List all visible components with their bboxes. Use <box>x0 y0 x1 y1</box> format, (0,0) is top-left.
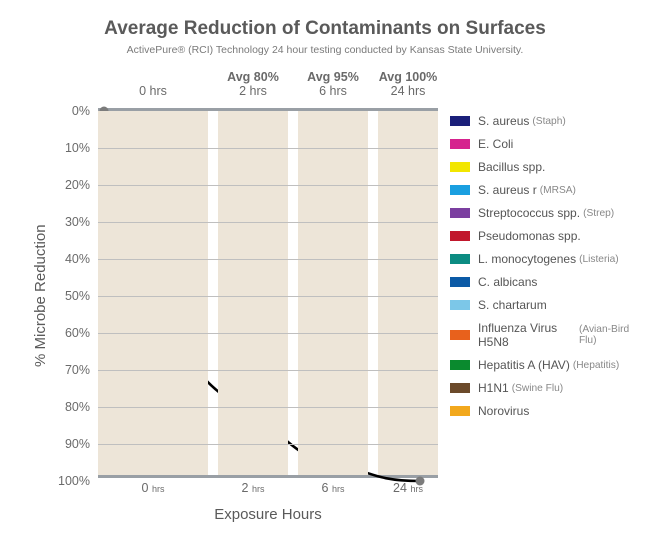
y-tick-label: 40% <box>65 252 90 266</box>
legend-label: Norovirus <box>478 404 529 418</box>
legend-item: L. monocytogenes(Listeria) <box>450 252 640 266</box>
top-summary-label: Avg 100%24 hrs <box>363 70 453 98</box>
chart-container: Average Reduction of Contaminants on Sur… <box>0 0 650 544</box>
legend-label: Hepatitis A (HAV) <box>478 358 570 372</box>
legend-swatch <box>450 254 470 264</box>
y-tick-label: 90% <box>65 437 90 451</box>
y-tick-label: 20% <box>65 178 90 192</box>
legend-swatch <box>450 406 470 416</box>
legend-item: Influenza Virus H5N8(Avian-Bird Flu) <box>450 321 640 349</box>
gridline <box>98 407 438 408</box>
legend-item: Pseudomonas spp. <box>450 229 640 243</box>
y-tick-label: 10% <box>65 141 90 155</box>
legend-swatch <box>450 277 470 287</box>
legend-label: Pseudomonas spp. <box>478 229 581 243</box>
x-axis-label: Exposure Hours <box>98 506 438 523</box>
chart-title: Average Reduction of Contaminants on Sur… <box>10 18 640 40</box>
legend-label: L. monocytogenes <box>478 252 576 266</box>
gridline <box>98 370 438 371</box>
legend-label: S. aureus r <box>478 183 537 197</box>
plot-band <box>378 111 438 475</box>
legend-swatch <box>450 383 470 393</box>
x-tick-label: 2 hrs <box>242 481 265 495</box>
y-tick-label: 100% <box>58 474 90 488</box>
legend-paren: (Staph) <box>532 116 565 127</box>
x-tick-label: 0 hrs <box>142 481 165 495</box>
y-tick-label: 80% <box>65 400 90 414</box>
legend-swatch <box>450 231 470 241</box>
legend-item: Norovirus <box>450 404 640 418</box>
gridline <box>98 148 438 149</box>
legend-paren: (Listeria) <box>579 254 619 265</box>
legend-swatch <box>450 139 470 149</box>
y-tick-label: 0% <box>72 104 90 118</box>
legend-label: E. Coli <box>478 137 513 151</box>
plot-band <box>298 111 368 475</box>
gridline <box>98 333 438 334</box>
top-summary-label: Avg 80%2 hrs <box>208 70 298 98</box>
legend: S. aureus(Staph) E. Coli Bacillus spp. S. a… <box>450 114 640 427</box>
x-tick-label: 24 hrs <box>393 481 423 495</box>
legend-label: C. albicans <box>478 275 537 289</box>
y-tick-label: 60% <box>65 326 90 340</box>
gridline <box>98 222 438 223</box>
plot-region: 0%10%20%30%40%50%60%70%80%90%100%0 hrs2 … <box>98 108 438 478</box>
legend-label: Streptococcus spp. <box>478 206 580 220</box>
legend-item: C. albicans <box>450 275 640 289</box>
legend-swatch <box>450 208 470 218</box>
legend-item: Streptococcus spp.(Strep) <box>450 206 640 220</box>
legend-label: Bacillus spp. <box>478 160 545 174</box>
legend-swatch <box>450 330 470 340</box>
legend-label: H1N1 <box>478 381 509 395</box>
gridline <box>98 259 438 260</box>
legend-swatch <box>450 162 470 172</box>
plot-band <box>98 111 208 475</box>
legend-item: H1N1(Swine Flu) <box>450 381 640 395</box>
top-labels: 0 hrsAvg 80%2 hrsAvg 95%6 hrsAvg 100%24 … <box>98 70 438 106</box>
gridline <box>98 185 438 186</box>
legend-item: Bacillus spp. <box>450 160 640 174</box>
legend-item: E. Coli <box>450 137 640 151</box>
gridline <box>98 444 438 445</box>
legend-paren: (Strep) <box>583 208 614 219</box>
gridline <box>98 296 438 297</box>
y-tick-label: 50% <box>65 289 90 303</box>
legend-swatch <box>450 185 470 195</box>
legend-label: S. aureus <box>478 114 529 128</box>
top-summary-label: 0 hrs <box>108 70 198 98</box>
chart-subtitle: ActivePure® (RCI) Technology 24 hour tes… <box>10 44 640 56</box>
legend-item: S. aureus r(MRSA) <box>450 183 640 197</box>
legend-label: Influenza Virus H5N8 <box>478 321 576 349</box>
y-tick-label: 70% <box>65 363 90 377</box>
legend-label: S. chartarum <box>478 298 547 312</box>
chart-area: 0 hrsAvg 80%2 hrsAvg 95%6 hrsAvg 100%24 … <box>10 70 640 540</box>
y-axis-label: % Microbe Reduction <box>32 224 49 367</box>
x-tick-label: 6 hrs <box>322 481 345 495</box>
legend-paren: (Swine Flu) <box>512 383 564 394</box>
legend-paren: (Hepatitis) <box>573 360 619 371</box>
legend-item: S. chartarum <box>450 298 640 312</box>
legend-paren: (MRSA) <box>540 185 576 196</box>
legend-item: Hepatitis A (HAV)(Hepatitis) <box>450 358 640 372</box>
legend-item: S. aureus(Staph) <box>450 114 640 128</box>
legend-swatch <box>450 116 470 126</box>
legend-swatch <box>450 300 470 310</box>
legend-paren: (Avian-Bird Flu) <box>579 324 640 346</box>
legend-swatch <box>450 360 470 370</box>
plot-band <box>218 111 288 475</box>
y-tick-label: 30% <box>65 215 90 229</box>
